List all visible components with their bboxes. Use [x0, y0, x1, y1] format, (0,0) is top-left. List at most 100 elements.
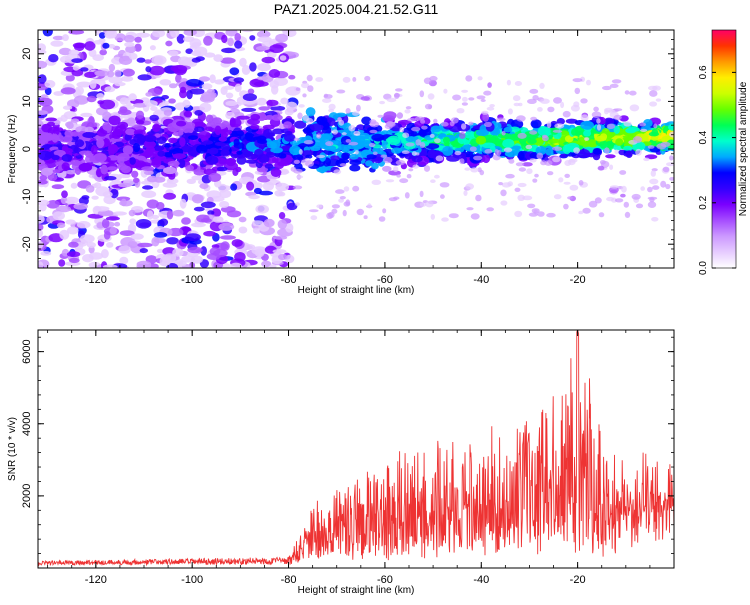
heatmap-cell: [534, 173, 539, 178]
heatmap-cell: [517, 151, 525, 161]
heatmap-cell: [179, 137, 186, 147]
heatmap-cell: [120, 198, 127, 207]
heatmap-cell: [602, 85, 612, 91]
heatmap-cell: [517, 182, 527, 188]
snr-panel: -120 -100 -80 -60 -40 -20 2000 4000 6000 Height …: [7, 329, 675, 596]
heatmap-cell: [348, 125, 356, 132]
heatmap-cell: [62, 105, 73, 110]
heatmap-cell: [580, 98, 588, 104]
heatmap-cell: [554, 123, 565, 129]
heatmap-cell: [38, 179, 48, 185]
heatmap-cell: [580, 120, 594, 130]
heatmap-cell: [406, 174, 412, 179]
x-tick-label: -80: [281, 574, 297, 586]
heatmap-cell: [544, 160, 553, 166]
heatmap-cell: [216, 166, 228, 172]
heatmap-cell: [332, 129, 338, 135]
heatmap-cell: [219, 129, 233, 135]
heatmap-cell: [356, 104, 361, 112]
heatmap-cell: [629, 90, 637, 96]
x-tick-label: -60: [377, 574, 393, 586]
heatmap-cell: [96, 93, 105, 99]
heatmap-cell: [527, 98, 537, 104]
heatmap-cell: [510, 119, 524, 129]
heatmap-cell: [47, 121, 55, 127]
heatmap-cell: [236, 156, 247, 165]
snr-series-line: [38, 330, 674, 567]
heatmap-cell: [98, 32, 106, 39]
heatmap-cell: [443, 136, 450, 144]
heatmap-cell: [293, 168, 303, 174]
heatmap-cell: [135, 32, 151, 38]
heatmap-cell: [647, 186, 653, 193]
heatmap-cell: [484, 121, 492, 127]
heatmap-cell: [510, 145, 522, 150]
heatmap-cell: [239, 57, 247, 67]
heatmap-cell: [166, 237, 179, 245]
heatmap-cell: [89, 122, 98, 128]
heatmap-cell: [442, 146, 454, 156]
heatmap-cell: [108, 115, 121, 126]
heatmap-cell: [537, 126, 551, 136]
heatmap-cell: [163, 192, 177, 200]
heatmap-cell: [586, 79, 591, 86]
heatmap-cell: [125, 128, 136, 136]
heatmap-cell: [172, 153, 186, 160]
heatmap-cell: [202, 140, 214, 145]
heatmap-cell: [517, 132, 527, 139]
heatmap-cell: [536, 152, 544, 160]
figure-title: PAZ1.2025.004.21.52.G11: [274, 1, 439, 17]
heatmap-cell: [649, 90, 658, 97]
heatmap-cell: [363, 215, 368, 220]
heatmap-cell: [459, 158, 465, 165]
heatmap-cell: [588, 200, 598, 208]
heatmap-cell: [368, 142, 376, 148]
heatmap-cell: [623, 145, 633, 151]
colorbar-tick-label: 0.4: [698, 130, 709, 144]
heatmap-cell: [264, 163, 274, 169]
heatmap-cell: [532, 95, 539, 101]
heatmap-cell: [135, 219, 152, 229]
heatmap-cell: [419, 90, 425, 98]
y-tick-label: 0: [21, 146, 33, 152]
heatmap-cell: [527, 203, 536, 209]
heatmap-cell: [298, 104, 305, 108]
heatmap-cell: [128, 93, 137, 102]
heatmap-cell: [92, 54, 104, 61]
heatmap-cell: [205, 126, 214, 132]
heatmap-cell: [613, 125, 620, 134]
heatmap-cell: [352, 77, 357, 82]
heatmap-cell: [85, 185, 95, 193]
heatmap-cell: [65, 219, 76, 225]
heatmap-cell: [149, 65, 166, 76]
heatmap-cell: [210, 92, 217, 99]
heatmap-cell: [66, 251, 81, 258]
heatmap-cell: [68, 257, 80, 264]
heatmap-cell: [531, 208, 540, 214]
spectrogram-ylabel: Frequency (Hz): [7, 115, 18, 184]
heatmap-cell: [569, 184, 579, 191]
heatmap-cell: [606, 196, 615, 202]
colorbar-label: Normalized spectral amplitude: [738, 81, 749, 216]
heatmap-cell: [613, 114, 622, 121]
heatmap-cell: [461, 123, 467, 130]
heatmap-cell: [501, 130, 506, 136]
heatmap-cell: [196, 144, 208, 154]
heatmap-cell: [266, 99, 279, 107]
heatmap-cell: [380, 154, 388, 158]
heatmap-cell: [440, 194, 445, 199]
heatmap-cell: [235, 166, 242, 173]
x-tick-label: -20: [570, 274, 586, 286]
heatmap-cell: [144, 100, 158, 107]
heatmap-cell: [278, 212, 286, 220]
heatmap-cell: [647, 201, 657, 208]
heatmap-cell: [547, 106, 555, 113]
heatmap-cell: [73, 95, 89, 105]
heatmap-cell: [606, 123, 616, 129]
heatmap-cell: [515, 162, 525, 167]
heatmap-cell: [454, 150, 462, 156]
heatmap-cell: [503, 126, 513, 133]
heatmap-cell: [640, 186, 645, 191]
heatmap-cell: [118, 55, 133, 65]
